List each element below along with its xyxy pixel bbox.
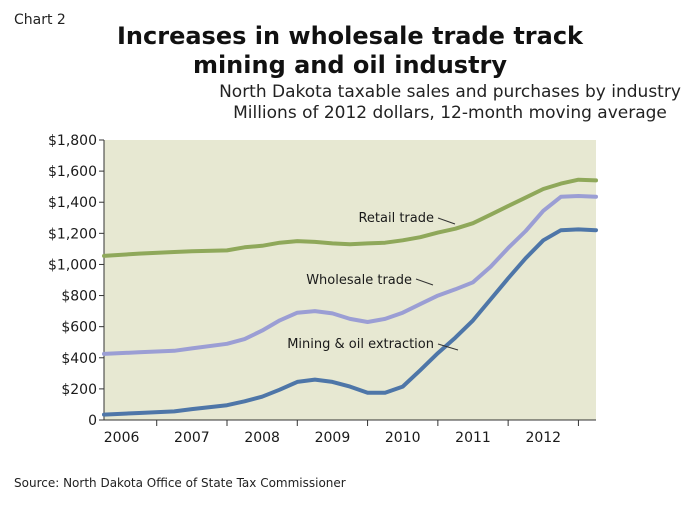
y-tick-label: $800	[61, 289, 97, 305]
source-note: Source: North Dakota Office of State Tax…	[14, 476, 346, 490]
y-tick-label: $200	[61, 382, 97, 398]
y-tick-label: $1,400	[48, 195, 97, 211]
chart-title: Increases in wholesale trade track minin…	[0, 22, 700, 80]
series-wholesale-line	[102, 194, 598, 356]
title-line-2: mining and oil industry	[192, 51, 508, 79]
y-tick-label: $1,000	[48, 257, 97, 273]
x-tick-label: 2010	[385, 430, 421, 446]
y-tick-label: $1,200	[48, 226, 97, 242]
x-tick-label: 2007	[174, 430, 210, 446]
label-wholesale-leader	[415, 278, 434, 286]
plot-background	[104, 140, 596, 420]
label-retail: Retail trade	[358, 211, 434, 226]
chart-subtitle: North Dakota taxable sales and purchases…	[0, 82, 700, 124]
x-tick-label: 2008	[244, 430, 280, 446]
subtitle-line-1: North Dakota taxable sales and purchases…	[219, 82, 681, 102]
y-tick-label: $1,800	[48, 133, 97, 149]
y-tick-label: $400	[61, 351, 97, 367]
y-tick-label: 0	[88, 413, 97, 429]
x-tick-label: 2011	[455, 430, 491, 446]
label-retail-leader	[437, 217, 456, 225]
y-tick-label: $1,600	[48, 164, 97, 180]
title-line-1: Increases in wholesale trade track	[116, 22, 584, 50]
label-mining-leader	[437, 343, 459, 351]
series-mining-line	[102, 227, 598, 417]
y-tick-label: $600	[61, 320, 97, 336]
x-tick-label: 2009	[315, 430, 351, 446]
x-tick-label: 2006	[104, 430, 140, 446]
subtitle-line-2: Millions of 2012 dollars, 12-month movin…	[233, 103, 667, 123]
label-wholesale: Wholesale trade	[306, 273, 412, 288]
x-tick-label: 2012	[525, 430, 561, 446]
series-retail-line	[102, 177, 598, 258]
label-mining: Mining & oil extraction	[287, 337, 434, 352]
chart-number: Chart 2	[14, 12, 66, 28]
